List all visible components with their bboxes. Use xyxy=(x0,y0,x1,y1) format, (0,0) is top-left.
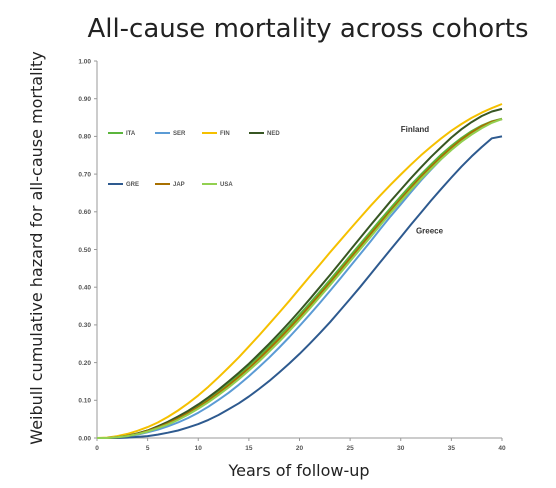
y-tick-label: 0.00 xyxy=(78,435,91,442)
series-line-ser xyxy=(97,118,503,439)
legend-label-fin: FIN xyxy=(220,131,230,137)
legend-label-ita: ITA xyxy=(126,131,136,137)
chart-title: All-cause mortality across cohorts xyxy=(87,14,529,44)
legend-label-ser: SER xyxy=(173,131,186,137)
x-tick-label: 10 xyxy=(195,445,203,452)
y-tick-label: 0.60 xyxy=(78,209,91,216)
y-tick-label: 0.50 xyxy=(78,247,91,254)
x-tick-label: 0 xyxy=(95,445,99,452)
legend: ITA SER FIN NED GRE JAP USA xyxy=(108,131,280,188)
y-tick-label: 1.00 xyxy=(78,58,91,65)
series-line-usa xyxy=(97,118,503,439)
series-line-ita xyxy=(97,117,503,439)
annotation-greece: Greece xyxy=(416,227,444,236)
series-line-ned xyxy=(97,107,503,439)
x-tick-label: 25 xyxy=(347,445,355,452)
x-tick-label: 20 xyxy=(296,445,304,452)
x-tick-label: 35 xyxy=(448,445,456,452)
annotation-finland: Finland xyxy=(401,125,430,134)
legend-label-ned: NED xyxy=(267,131,280,137)
legend-label-usa: USA xyxy=(220,182,233,188)
y-tick-label: 0.90 xyxy=(78,96,91,103)
y-tick-label: 0.20 xyxy=(78,360,91,367)
x-tick-label: 30 xyxy=(397,445,405,452)
y-tick-label: 0.80 xyxy=(78,134,91,141)
y-tick-label: 0.30 xyxy=(78,322,91,329)
x-tick-label: 40 xyxy=(498,445,506,452)
x-axis-title: Years of follow-up xyxy=(227,461,369,480)
series-line-gre xyxy=(97,135,503,439)
legend-label-gre: GRE xyxy=(126,182,139,188)
y-tick-label: 0.70 xyxy=(78,171,91,178)
x-tick-label: 15 xyxy=(245,445,253,452)
y-tick-label: 0.10 xyxy=(78,398,91,405)
y-tick-label: 0.40 xyxy=(78,285,91,292)
y-ticks: 0.00 0.10 0.20 0.30 0.40 0.50 0.60 0.70 0.80 0.90… xyxy=(78,58,97,442)
x-ticks: 0 5 10 15 20 25 30 35 40 xyxy=(95,438,506,452)
series-lines xyxy=(96,103,503,439)
annotations: Finland Greece xyxy=(401,125,444,236)
y-axis-title: Weibull cumulative hazard for all-cause … xyxy=(27,51,46,444)
series-line-jap xyxy=(97,118,503,439)
legend-label-jap: JAP xyxy=(173,182,185,188)
series-line-fin xyxy=(96,103,503,439)
x-tick-label: 5 xyxy=(146,445,150,452)
